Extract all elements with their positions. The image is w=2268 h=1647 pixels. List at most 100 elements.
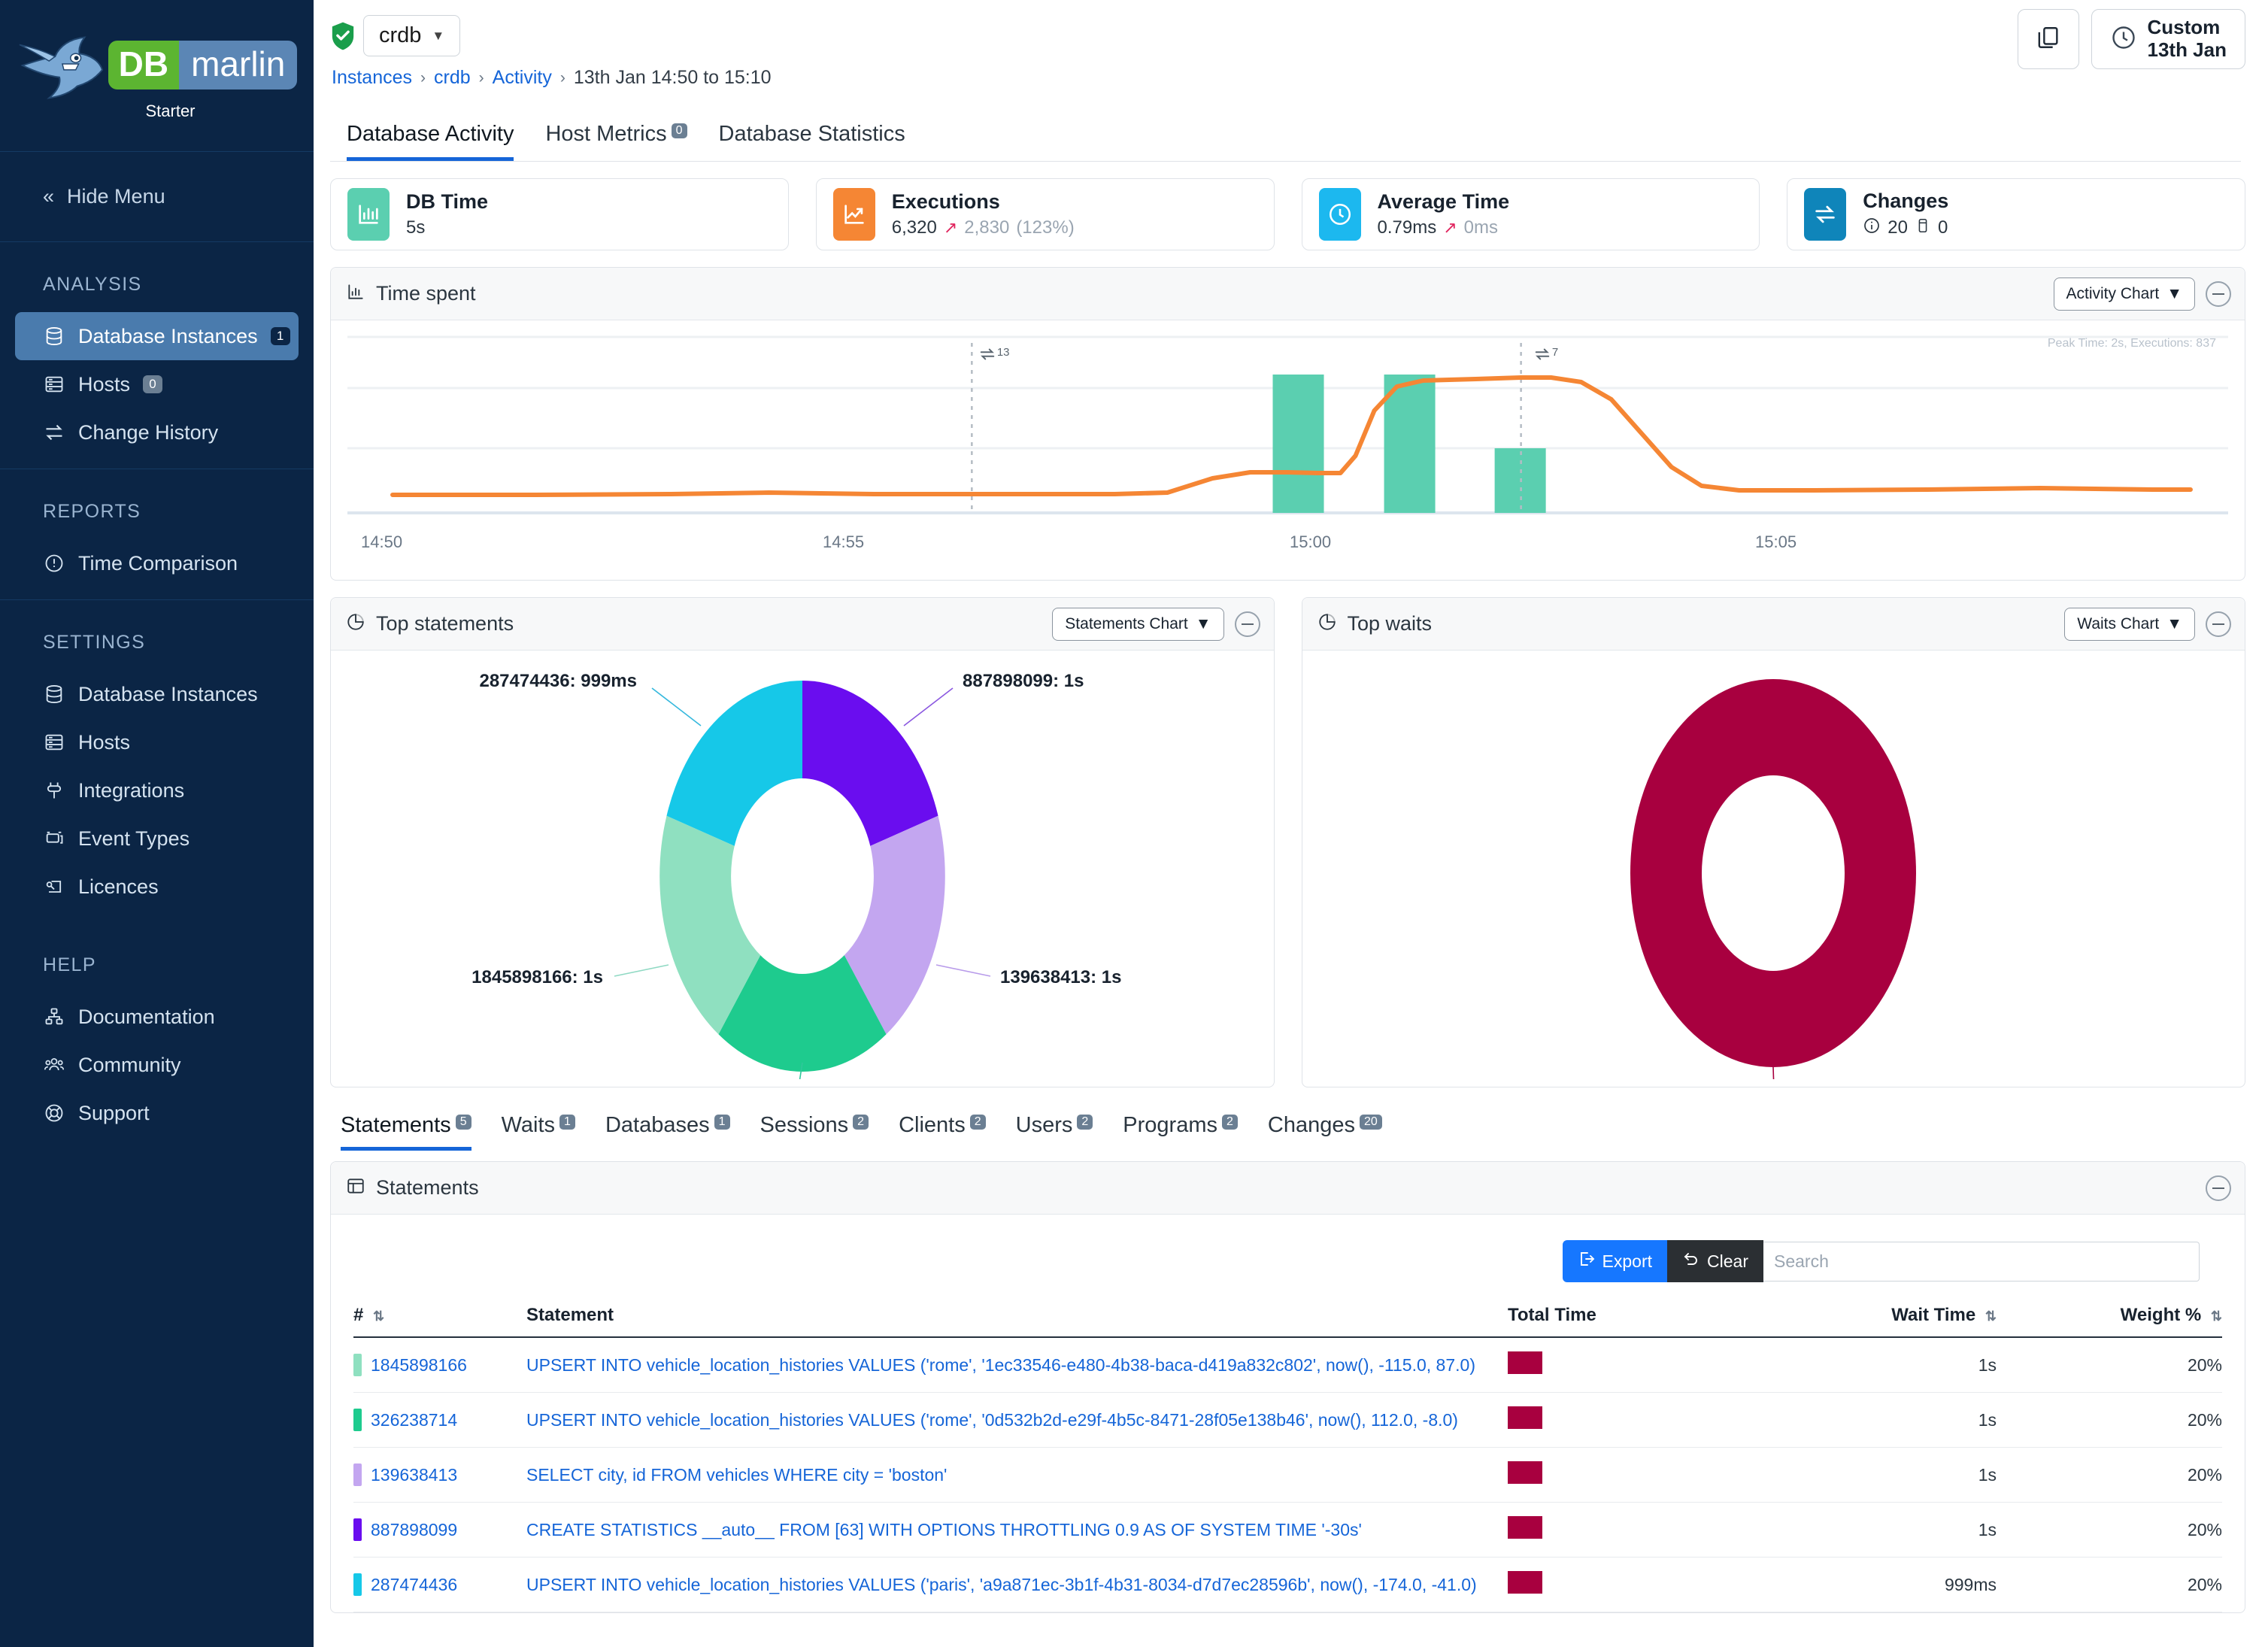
time-range-line2: 13th Jan (2147, 38, 2227, 61)
breadcrumb: Instances › crdb › Activity › 13th Jan 1… (332, 67, 2241, 89)
sidebar-item-support[interactable]: Support (15, 1089, 299, 1137)
sidebar-item-time-comparison[interactable]: Time Comparison (15, 539, 299, 587)
sidebar-item-change-history[interactable]: Change History (15, 408, 299, 456)
kpi-changes[interactable]: Changes 20 0 (1787, 178, 2245, 250)
time-spent-panel: Time spent Activity Chart ▼ Peak Time: 2… (330, 267, 2245, 581)
table-icon (346, 1176, 365, 1200)
tab-sessions[interactable]: Sessions 2 (760, 1113, 869, 1151)
kpi-value: 5s (406, 217, 426, 238)
export-button[interactable]: Export (1562, 1240, 1668, 1282)
tab-label: Databases (605, 1113, 710, 1137)
collapse-top-statements-button[interactable] (1234, 611, 1260, 637)
tab-statements[interactable]: Statements 5 (341, 1113, 471, 1151)
tab-label: Database Activity (347, 122, 514, 146)
statement-sql-link[interactable]: UPSERT INTO vehicle_location_histories V… (526, 1409, 1458, 1430)
kpi-delta-pct: (123%) (1016, 217, 1075, 238)
top-statements-chart[interactable]: 887898099: 1s 287474436: 999ms 139638413… (331, 651, 1274, 1087)
sidebar-item-community[interactable]: Community (15, 1041, 299, 1089)
cell-statement: UPSERT INTO vehicle_location_histories V… (526, 1337, 1508, 1393)
sidebar-item-hosts[interactable]: Hosts 0 (15, 360, 299, 408)
statement-id-link[interactable]: 887898099 (371, 1519, 458, 1539)
sidebar-item-integrations[interactable]: Integrations (15, 766, 299, 814)
kpi-title: Executions (891, 190, 1000, 213)
sidebar-item-settings-hosts[interactable]: Hosts (15, 718, 299, 766)
pie-chart-icon (346, 612, 365, 635)
table-row[interactable]: 287474436 UPSERT INTO vehicle_location_h… (353, 1557, 2222, 1612)
statement-id-link[interactable]: 326238714 (371, 1409, 458, 1430)
tab-badge: 1 (559, 1115, 575, 1130)
tab-waits[interactable]: Waits 1 (502, 1113, 575, 1151)
tab-database-activity[interactable]: Database Activity (347, 122, 514, 161)
donut-row: Top statements Statements Chart ▼ (330, 597, 2245, 1087)
tab-databases[interactable]: Databases 1 (605, 1113, 730, 1151)
kpi-executions[interactable]: Executions 6,320 ↗ 2,830 (123%) (815, 178, 1275, 250)
tab-database-statistics[interactable]: Database Statistics (719, 122, 905, 161)
table-row[interactable]: 139638413 SELECT city, id FROM vehicles … (353, 1447, 2222, 1503)
search-input[interactable] (1763, 1241, 2200, 1282)
change-marker-1[interactable]: 13 (979, 346, 1010, 366)
col-header-statement[interactable]: Statement (526, 1297, 1508, 1338)
time-range-picker[interactable]: Custom 13th Jan (2091, 9, 2245, 69)
breadcrumb-crdb[interactable]: crdb (434, 67, 471, 88)
cell-total-time (1508, 1502, 1756, 1558)
x-tick: 15:05 (1755, 532, 1797, 551)
total-time-bar (1508, 1516, 1542, 1539)
collapse-statements-button[interactable] (2206, 1175, 2231, 1201)
statement-sql-link[interactable]: SELECT city, id FROM vehicles WHERE city… (526, 1464, 948, 1485)
sidebar-item-settings-database-instances[interactable]: Database Instances (15, 670, 299, 718)
col-label: Total Time (1508, 1305, 1596, 1325)
cell-weight: 20% (1997, 1502, 2222, 1558)
collapse-top-waits-button[interactable] (2206, 611, 2231, 637)
collapse-time-spent-button[interactable] (2206, 281, 2231, 307)
tab-host-metrics[interactable]: Host Metrics 0 (545, 122, 687, 161)
sidebar-item-documentation[interactable]: Documentation (15, 993, 299, 1041)
statements-chart-selector[interactable]: Statements Chart ▼ (1052, 607, 1224, 641)
col-header-index[interactable]: # ⇅ (353, 1297, 526, 1338)
tab-label: Changes (1267, 1113, 1355, 1137)
color-swatch (353, 1409, 362, 1431)
table-row[interactable]: 1845898166 UPSERT INTO vehicle_location_… (353, 1337, 2222, 1393)
statement-id-link[interactable]: 287474436 (371, 1574, 458, 1594)
sidebar-item-label: Documentation (78, 1005, 215, 1028)
time-spent-chart[interactable]: Peak Time: 2s, Executions: 837 (331, 320, 2245, 580)
waits-chart-selector[interactable]: Waits Chart ▼ (2064, 607, 2195, 641)
tab-clients[interactable]: Clients 2 (899, 1113, 986, 1151)
table-row[interactable]: 326238714 UPSERT INTO vehicle_location_h… (353, 1392, 2222, 1448)
top-waits-chart[interactable]: executing: 5s (1302, 651, 2245, 1087)
statement-id-link[interactable]: 1845898166 (371, 1354, 467, 1375)
tab-users[interactable]: Users 2 (1016, 1113, 1093, 1151)
clear-button[interactable]: Clear (1667, 1240, 1763, 1282)
table-row[interactable]: 887898099 CREATE STATISTICS __auto__ FRO… (353, 1502, 2222, 1558)
col-header-total-time[interactable]: Total Time (1508, 1297, 1756, 1338)
col-label: # (353, 1305, 364, 1325)
top-statements-panel: Top statements Statements Chart ▼ (330, 597, 1275, 1087)
kpi-average-time[interactable]: Average Time 0.79ms ↗ 0ms (1301, 178, 1760, 250)
sidebar-item-event-types[interactable]: Event Types (15, 814, 299, 863)
x-tick: 14:50 (361, 532, 403, 551)
statement-id-link[interactable]: 139638413 (371, 1464, 458, 1485)
sidebar-item-licences[interactable]: Licences (15, 863, 299, 911)
change-marker-2[interactable]: 7 (1534, 346, 1558, 366)
activity-chart-selector[interactable]: Activity Chart ▼ (2053, 277, 2195, 311)
total-time-bar (1508, 1571, 1542, 1594)
statements-table-panel: Statements Export (330, 1161, 2245, 1613)
copy-button[interactable] (2017, 9, 2079, 69)
col-header-wait-time[interactable]: Wait Time ⇅ (1756, 1297, 1997, 1338)
statement-sql-link[interactable]: UPSERT INTO vehicle_location_histories V… (526, 1574, 1477, 1594)
tab-programs[interactable]: Programs 2 (1123, 1113, 1238, 1151)
tab-badge: 2 (853, 1115, 869, 1130)
kpi-db-time[interactable]: DB Time 5s (330, 178, 789, 250)
col-header-weight[interactable]: Weight % ⇅ (1997, 1297, 2222, 1338)
tab-changes[interactable]: Changes 20 (1268, 1113, 1382, 1151)
sidebar-section-reports: REPORTS Time Comparison (0, 469, 314, 600)
top-waits-panel: Top waits Waits Chart ▼ (1301, 597, 2245, 1087)
bar-chart-icon (346, 282, 365, 305)
statement-sql-link[interactable]: UPSERT INTO vehicle_location_histories V… (526, 1354, 1475, 1375)
sidebar-item-database-instances[interactable]: Database Instances 1 (15, 312, 299, 360)
change-marker-count: 7 (1551, 346, 1559, 359)
hide-menu-button[interactable]: « Hide Menu (0, 152, 314, 242)
breadcrumb-instances[interactable]: Instances (332, 67, 413, 88)
statement-sql-link[interactable]: CREATE STATISTICS __auto__ FROM [63] WIT… (526, 1519, 1362, 1539)
instance-selector[interactable]: crdb ▼ (363, 15, 461, 56)
breadcrumb-activity[interactable]: Activity (492, 67, 552, 88)
